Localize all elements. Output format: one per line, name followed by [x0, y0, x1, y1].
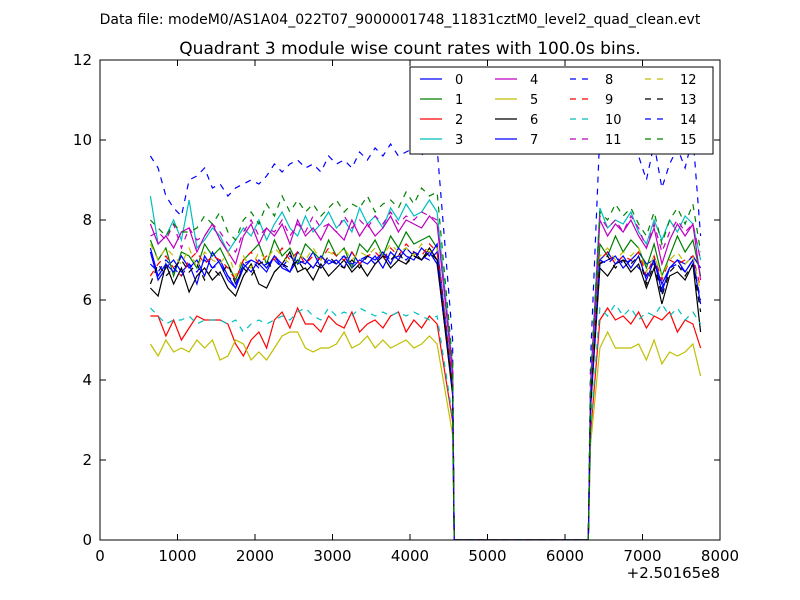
x-tick-label: 6000	[546, 547, 584, 565]
legend-label-2: 2	[455, 113, 463, 128]
y-tick-label: 2	[82, 451, 92, 469]
series-line-5	[149, 330, 702, 540]
x-tick-label: 7000	[623, 547, 661, 565]
y-tick-label: 6	[82, 291, 92, 309]
y-tick-label: 4	[82, 371, 92, 389]
legend-label-10: 10	[605, 113, 622, 128]
x-tick-label: 8000	[701, 547, 739, 565]
y-tick-label: 10	[73, 131, 92, 149]
legend-label-11: 11	[605, 133, 622, 148]
series-line-8	[149, 126, 702, 540]
legend-label-7: 7	[530, 133, 538, 148]
series-line-15	[149, 186, 702, 540]
figure-suptitle: Data file: modeM0/AS1A04_022T07_90000017…	[100, 12, 701, 28]
legend-label-9: 9	[605, 93, 613, 108]
legend-label-15: 15	[680, 133, 697, 148]
legend-label-13: 13	[680, 93, 697, 108]
legend-label-3: 3	[455, 133, 463, 148]
legend-label-12: 12	[680, 73, 697, 88]
legend-label-6: 6	[530, 113, 538, 128]
series-line-12	[149, 243, 702, 540]
series-line-9	[149, 243, 702, 540]
x-tick-label: 1000	[158, 547, 196, 565]
x-axis-offset-label: +2.50165e8	[627, 564, 720, 582]
chart-title: Quadrant 3 module wise count rates with …	[179, 39, 640, 59]
series-layer	[149, 126, 702, 540]
y-tick-label: 8	[82, 211, 92, 229]
axes-layer: 0 1000 2000 3000 4000 5000 6000 7000 80000246810…	[73, 51, 739, 565]
series-line-10	[149, 302, 702, 540]
series-line-3	[149, 195, 702, 540]
y-tick-label: 0	[82, 531, 92, 549]
x-tick-label: 4000	[391, 547, 429, 565]
legend-label-14: 14	[680, 113, 697, 128]
x-tick-label: 5000	[468, 547, 506, 565]
y-tick-label: 12	[73, 51, 92, 69]
x-tick-label: 0	[95, 547, 105, 565]
legend-label-8: 8	[605, 73, 613, 88]
legend-label-1: 1	[455, 93, 463, 108]
series-line-1	[149, 230, 702, 540]
legend-label-0: 0	[455, 73, 463, 88]
series-line-6	[149, 246, 702, 540]
series-line-11	[150, 210, 702, 540]
x-tick-label: 3000	[313, 547, 351, 565]
legend-label-5: 5	[530, 93, 538, 108]
legend-label-4: 4	[530, 73, 538, 88]
series-line-4	[149, 214, 702, 540]
x-tick-label: 2000	[236, 547, 274, 565]
series-line-14	[149, 250, 702, 540]
